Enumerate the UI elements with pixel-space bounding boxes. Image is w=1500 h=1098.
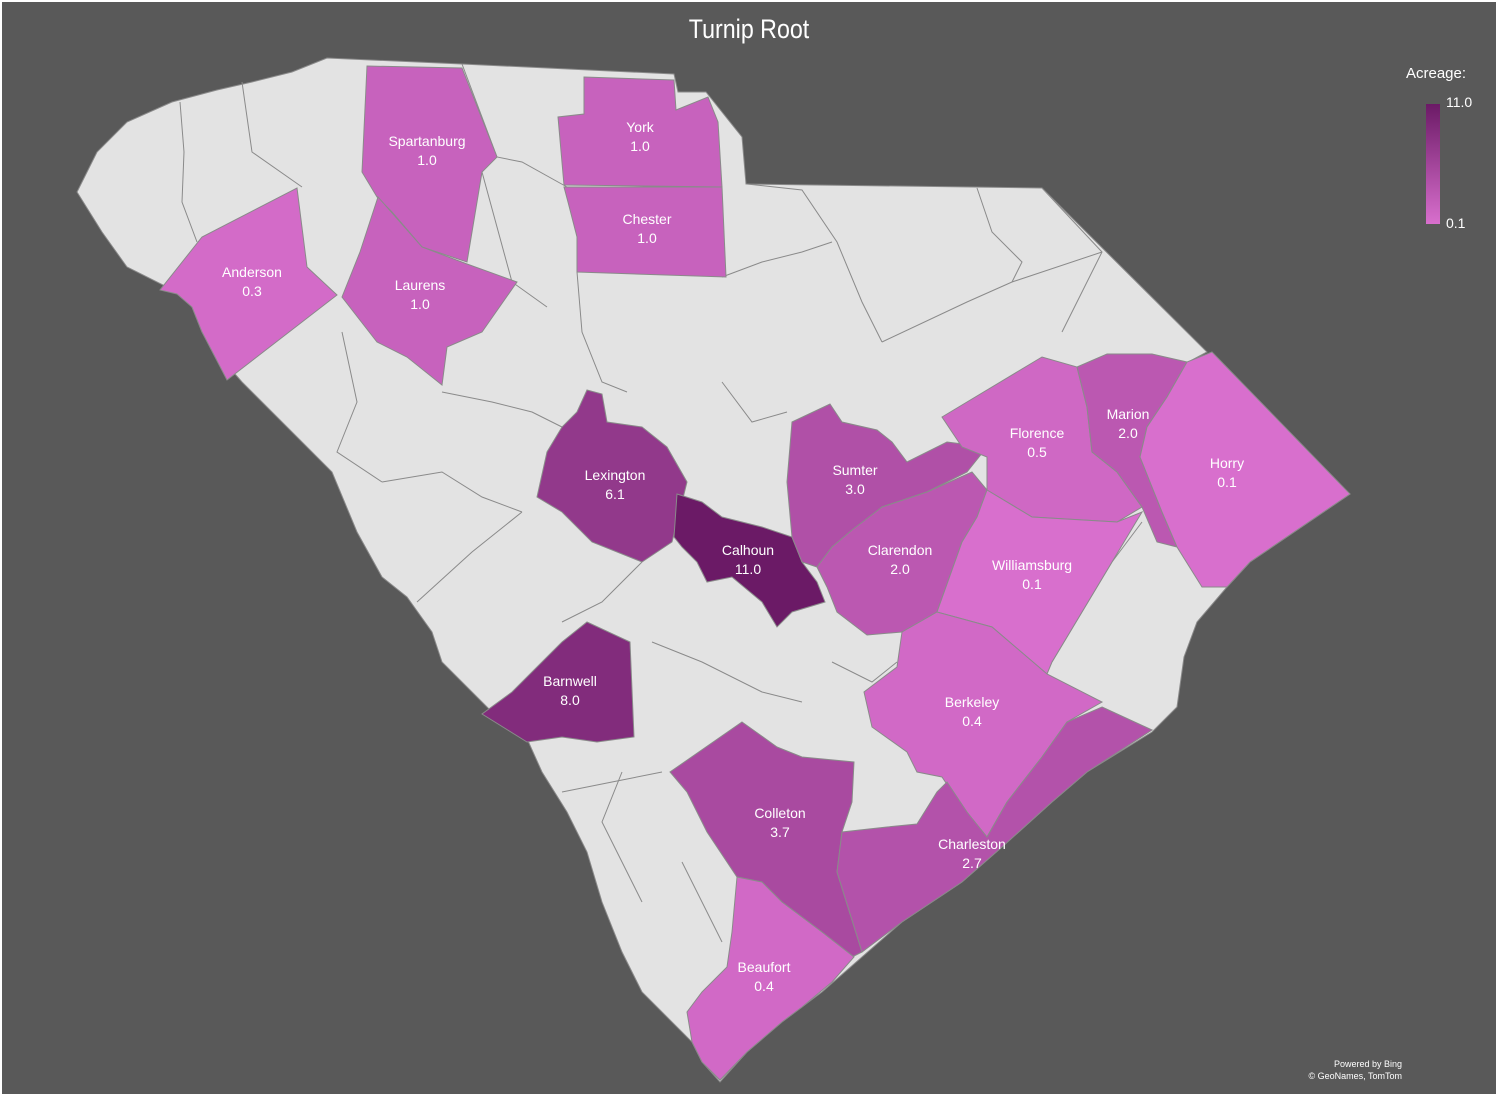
legend-title: Acreage: (1406, 65, 1467, 82)
label-sumter-value: 3.0 (845, 481, 865, 497)
label-colleton-value: 3.7 (770, 824, 790, 840)
label-beaufort-name: Beaufort (738, 959, 791, 975)
label-spartanburg-value: 1.0 (417, 152, 437, 168)
label-clarendon-value: 2.0 (890, 561, 910, 577)
legend-min-label: 0.1 (1446, 215, 1466, 231)
label-spartanburg-name: Spartanburg (388, 133, 465, 149)
county-york[interactable] (557, 76, 723, 188)
label-berkeley-value: 0.4 (962, 713, 982, 729)
county-williamsburg[interactable] (936, 489, 1144, 675)
label-calhoun-name: Calhoun (722, 542, 774, 558)
label-barnwell-value: 8.0 (560, 692, 580, 708)
label-williamsburg-value: 0.1 (1022, 576, 1042, 592)
label-anderson-name: Anderson (222, 264, 282, 280)
county-charleston[interactable] (836, 706, 1154, 953)
map-title: Turnip Root (688, 14, 810, 44)
county-chester[interactable] (563, 186, 727, 278)
label-barnwell-name: Barnwell (543, 673, 597, 689)
label-anderson-value: 0.3 (242, 283, 262, 299)
label-sumter-name: Sumter (832, 462, 877, 478)
label-florence-value: 0.5 (1027, 444, 1047, 460)
label-colleton-name: Colleton (754, 805, 805, 821)
label-marion-name: Marion (1107, 406, 1150, 422)
label-marion-value: 2.0 (1118, 425, 1138, 441)
copyright-text[interactable]: © GeoNames, TomTom (1308, 1071, 1403, 1081)
legend-max-label: 11.0 (1446, 94, 1473, 110)
label-horry-value: 0.1 (1217, 474, 1237, 490)
label-charleston-value: 2.7 (962, 855, 982, 871)
label-laurens-value: 1.0 (410, 296, 430, 312)
powered-by-text: Powered by Bing (1333, 1059, 1402, 1069)
county-borders (179, 63, 1143, 943)
county-horry[interactable] (1139, 351, 1351, 588)
county-anderson[interactable] (159, 187, 338, 381)
county-laurens[interactable] (341, 196, 518, 386)
label-calhoun-value: 11.0 (735, 561, 761, 577)
label-williamsburg-name: Williamsburg (992, 557, 1072, 573)
label-horry-name: Horry (1210, 455, 1244, 471)
label-chester-value: 1.0 (637, 230, 657, 246)
county-lexington[interactable] (536, 389, 688, 563)
label-york-name: York (626, 119, 655, 135)
label-florence-name: Florence (1010, 425, 1065, 441)
label-berkeley-name: Berkeley (945, 694, 999, 710)
county-labels: Spartanburg 1.0 York 1.0 Chester 1.0 And… (222, 119, 1244, 994)
label-chester-name: Chester (622, 211, 671, 227)
county-calhoun[interactable] (673, 493, 826, 628)
label-lexington-name: Lexington (585, 467, 646, 483)
label-beaufort-value: 0.4 (754, 978, 774, 994)
label-york-value: 1.0 (630, 138, 650, 154)
county-spartanburg[interactable] (361, 65, 498, 263)
label-lexington-value: 6.1 (605, 486, 625, 502)
label-laurens-name: Laurens (395, 277, 446, 293)
label-clarendon-name: Clarendon (868, 542, 933, 558)
label-charleston-name: Charleston (938, 836, 1006, 852)
county-beaufort[interactable] (686, 876, 855, 1081)
legend-gradient-bar (1426, 104, 1440, 224)
county-barnwell[interactable] (481, 621, 635, 743)
